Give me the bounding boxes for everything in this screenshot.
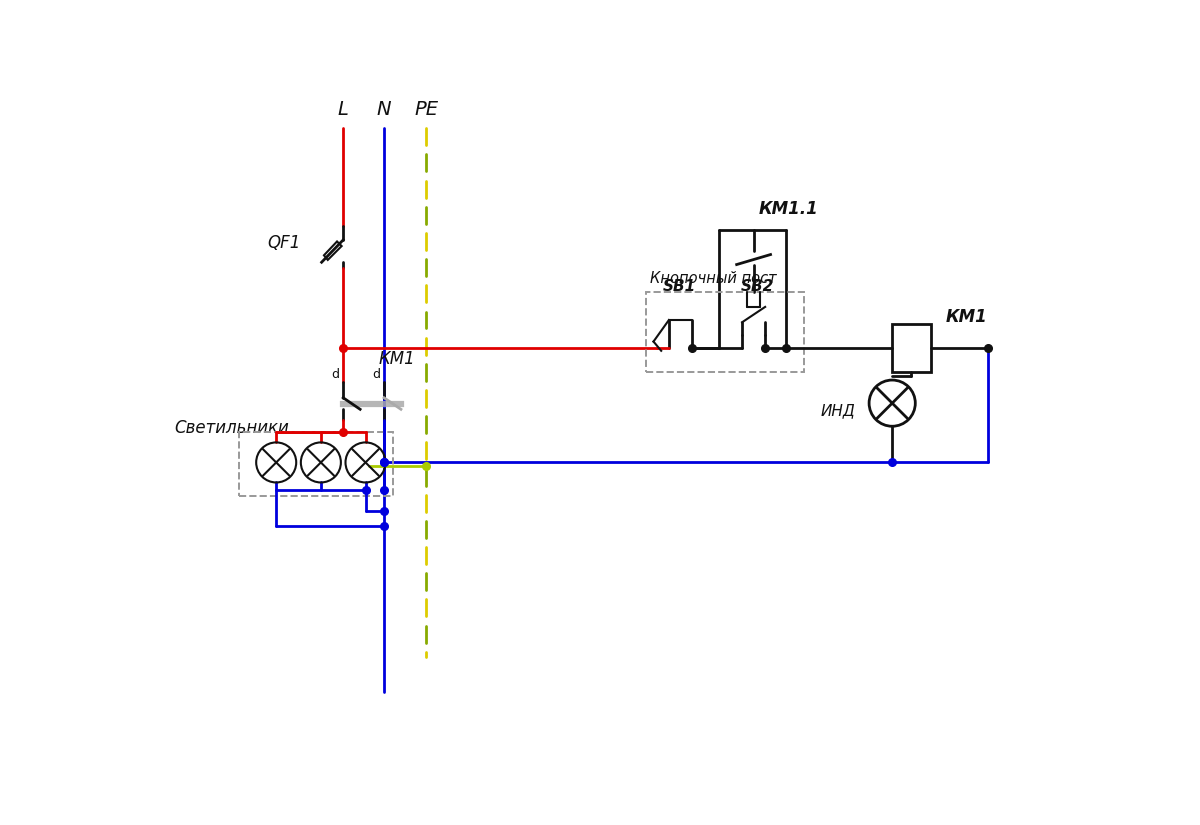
Text: Кнопочный пост: Кнопочный пост — [649, 271, 776, 286]
Text: КМ1: КМ1 — [946, 309, 988, 326]
Text: ИНД: ИНД — [821, 403, 856, 418]
Text: КМ1.1: КМ1.1 — [758, 200, 818, 219]
Bar — [892, 324, 931, 371]
Text: Светильники: Светильники — [174, 419, 289, 436]
Text: КМ1: КМ1 — [379, 350, 415, 368]
Bar — [646, 291, 804, 372]
Text: d: d — [372, 368, 380, 381]
Text: QF1: QF1 — [268, 234, 301, 252]
Text: PE: PE — [414, 100, 438, 119]
Text: d: d — [331, 368, 340, 381]
Text: N: N — [377, 100, 391, 119]
Bar — [239, 432, 394, 496]
Text: SB2: SB2 — [740, 279, 774, 294]
Text: L: L — [337, 100, 349, 119]
Text: SB1: SB1 — [662, 279, 696, 294]
